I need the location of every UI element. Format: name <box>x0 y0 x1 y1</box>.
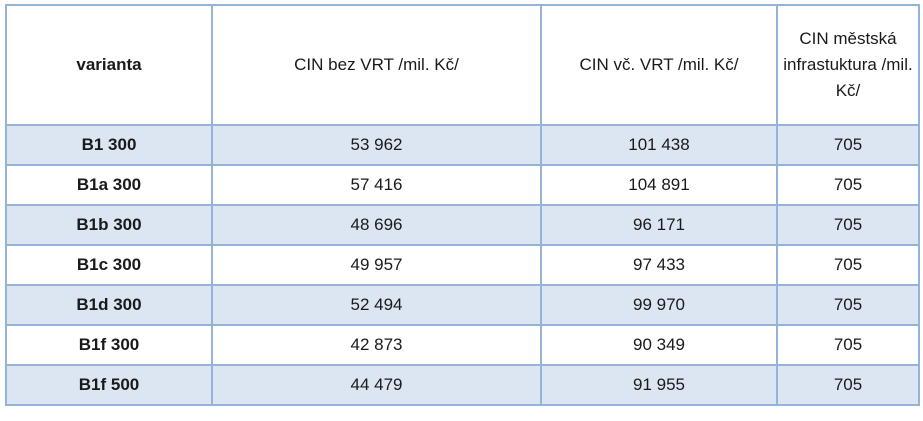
cell-cin-mestska: 705 <box>776 204 920 246</box>
table-row: B1b 300 48 696 96 171 705 <box>5 204 920 246</box>
header-row: varianta CIN bez VRT /mil. Kč/ CIN vč. V… <box>5 4 920 126</box>
table-row: B1c 300 49 957 97 433 705 <box>5 244 920 286</box>
cell-cin-bez-vrt: 53 962 <box>211 124 542 166</box>
header-cin-mestska-infrastruktura: CIN městská infrastuktura /mil. Kč/ <box>776 4 920 126</box>
table-row: B1f 300 42 873 90 349 705 <box>5 324 920 366</box>
cell-cin-vc-vrt: 104 891 <box>540 164 778 206</box>
cell-cin-mestska: 705 <box>776 164 920 206</box>
cell-cin-vc-vrt: 97 433 <box>540 244 778 286</box>
cost-table-container: varianta CIN bez VRT /mil. Kč/ CIN vč. V… <box>5 4 920 406</box>
header-varianta: varianta <box>5 4 213 126</box>
header-cin-bez-vrt: CIN bez VRT /mil. Kč/ <box>211 4 542 126</box>
cell-cin-bez-vrt: 44 479 <box>211 364 542 406</box>
cell-cin-bez-vrt: 42 873 <box>211 324 542 366</box>
cell-cin-vc-vrt: 96 171 <box>540 204 778 246</box>
row-label: B1 300 <box>5 124 213 166</box>
cell-cin-bez-vrt: 48 696 <box>211 204 542 246</box>
cell-cin-bez-vrt: 49 957 <box>211 244 542 286</box>
cell-cin-vc-vrt: 90 349 <box>540 324 778 366</box>
row-label: B1f 300 <box>5 324 213 366</box>
row-label: B1c 300 <box>5 244 213 286</box>
header-cin-vc-vrt: CIN vč. VRT /mil. Kč/ <box>540 4 778 126</box>
cell-cin-bez-vrt: 57 416 <box>211 164 542 206</box>
cell-cin-mestska: 705 <box>776 324 920 366</box>
cell-cin-vc-vrt: 101 438 <box>540 124 778 166</box>
row-label: B1d 300 <box>5 284 213 326</box>
table-row: B1 300 53 962 101 438 705 <box>5 124 920 166</box>
cell-cin-mestska: 705 <box>776 124 920 166</box>
table-row: B1f 500 44 479 91 955 705 <box>5 364 920 406</box>
cell-cin-bez-vrt: 52 494 <box>211 284 542 326</box>
row-label: B1a 300 <box>5 164 213 206</box>
row-label: B1b 300 <box>5 204 213 246</box>
table-row: B1d 300 52 494 99 970 705 <box>5 284 920 326</box>
table-row: B1a 300 57 416 104 891 705 <box>5 164 920 206</box>
cell-cin-mestska: 705 <box>776 244 920 286</box>
cell-cin-mestska: 705 <box>776 364 920 406</box>
cost-table: varianta CIN bez VRT /mil. Kč/ CIN vč. V… <box>5 4 920 406</box>
cell-cin-mestska: 705 <box>776 284 920 326</box>
cell-cin-vc-vrt: 91 955 <box>540 364 778 406</box>
cell-cin-vc-vrt: 99 970 <box>540 284 778 326</box>
row-label: B1f 500 <box>5 364 213 406</box>
